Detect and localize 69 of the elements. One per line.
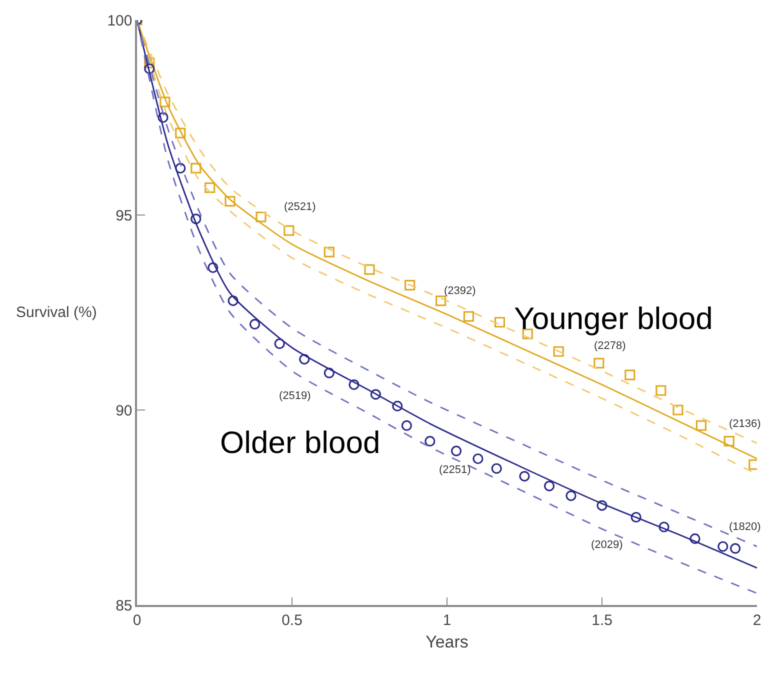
point [364,264,375,275]
point [624,370,636,380]
point [274,338,285,349]
x-tick-label: 0 [132,612,142,629]
point [566,490,576,502]
point [424,436,436,446]
annotation: (1820) [729,521,761,533]
point [658,522,670,532]
annotation: (2251) [439,464,471,476]
point [175,128,186,138]
point [224,196,236,207]
point [724,436,734,446]
point [256,212,266,222]
point [404,280,416,290]
point [544,480,555,492]
annotation: (2521) [284,201,316,213]
y-tick-label: 85 [116,597,132,614]
annotation: (2519) [279,390,311,402]
point [594,358,604,368]
point [656,385,666,396]
point [208,262,218,273]
point [348,379,360,390]
point [324,246,334,258]
annotation: (2278) [594,340,626,352]
y-axis-title: Survival (%) [16,304,97,321]
y-tick-label: 95 [116,207,132,224]
point [519,471,530,482]
point [228,296,238,306]
point [190,214,202,224]
point [324,368,334,378]
point [144,58,155,68]
point [696,420,706,431]
point [284,225,294,236]
annotation: (2029) [591,539,623,551]
point [436,296,446,306]
y-tick-label: 100 [107,12,132,30]
annotation: (2392) [444,285,476,297]
x-tick-label: 1.5 [592,612,612,629]
series-label: Older blood [220,425,380,460]
point [190,162,202,174]
point [553,346,564,357]
point [672,404,684,416]
point [175,162,186,174]
point [299,354,310,365]
x-tick-label: 1 [442,612,452,629]
point [690,533,700,544]
point [370,389,381,400]
point [630,512,642,523]
point [401,420,412,431]
point [144,63,155,74]
x-tick-label: 0.5 [282,612,302,629]
point [718,541,728,552]
point [730,543,741,554]
point [491,463,502,474]
series-label: Younger blood [514,301,713,336]
point [451,446,462,456]
point [158,112,168,123]
x-tick-label: 2 [752,612,762,629]
point [250,318,260,330]
point [160,96,170,108]
x-axis-title: Years [426,632,468,652]
point [463,311,474,322]
point [204,182,216,193]
point [392,400,403,412]
annotation: (2136) [729,418,761,430]
point [494,316,505,328]
point [472,453,484,464]
point [596,500,608,511]
y-tick-label: 90 [116,402,132,420]
